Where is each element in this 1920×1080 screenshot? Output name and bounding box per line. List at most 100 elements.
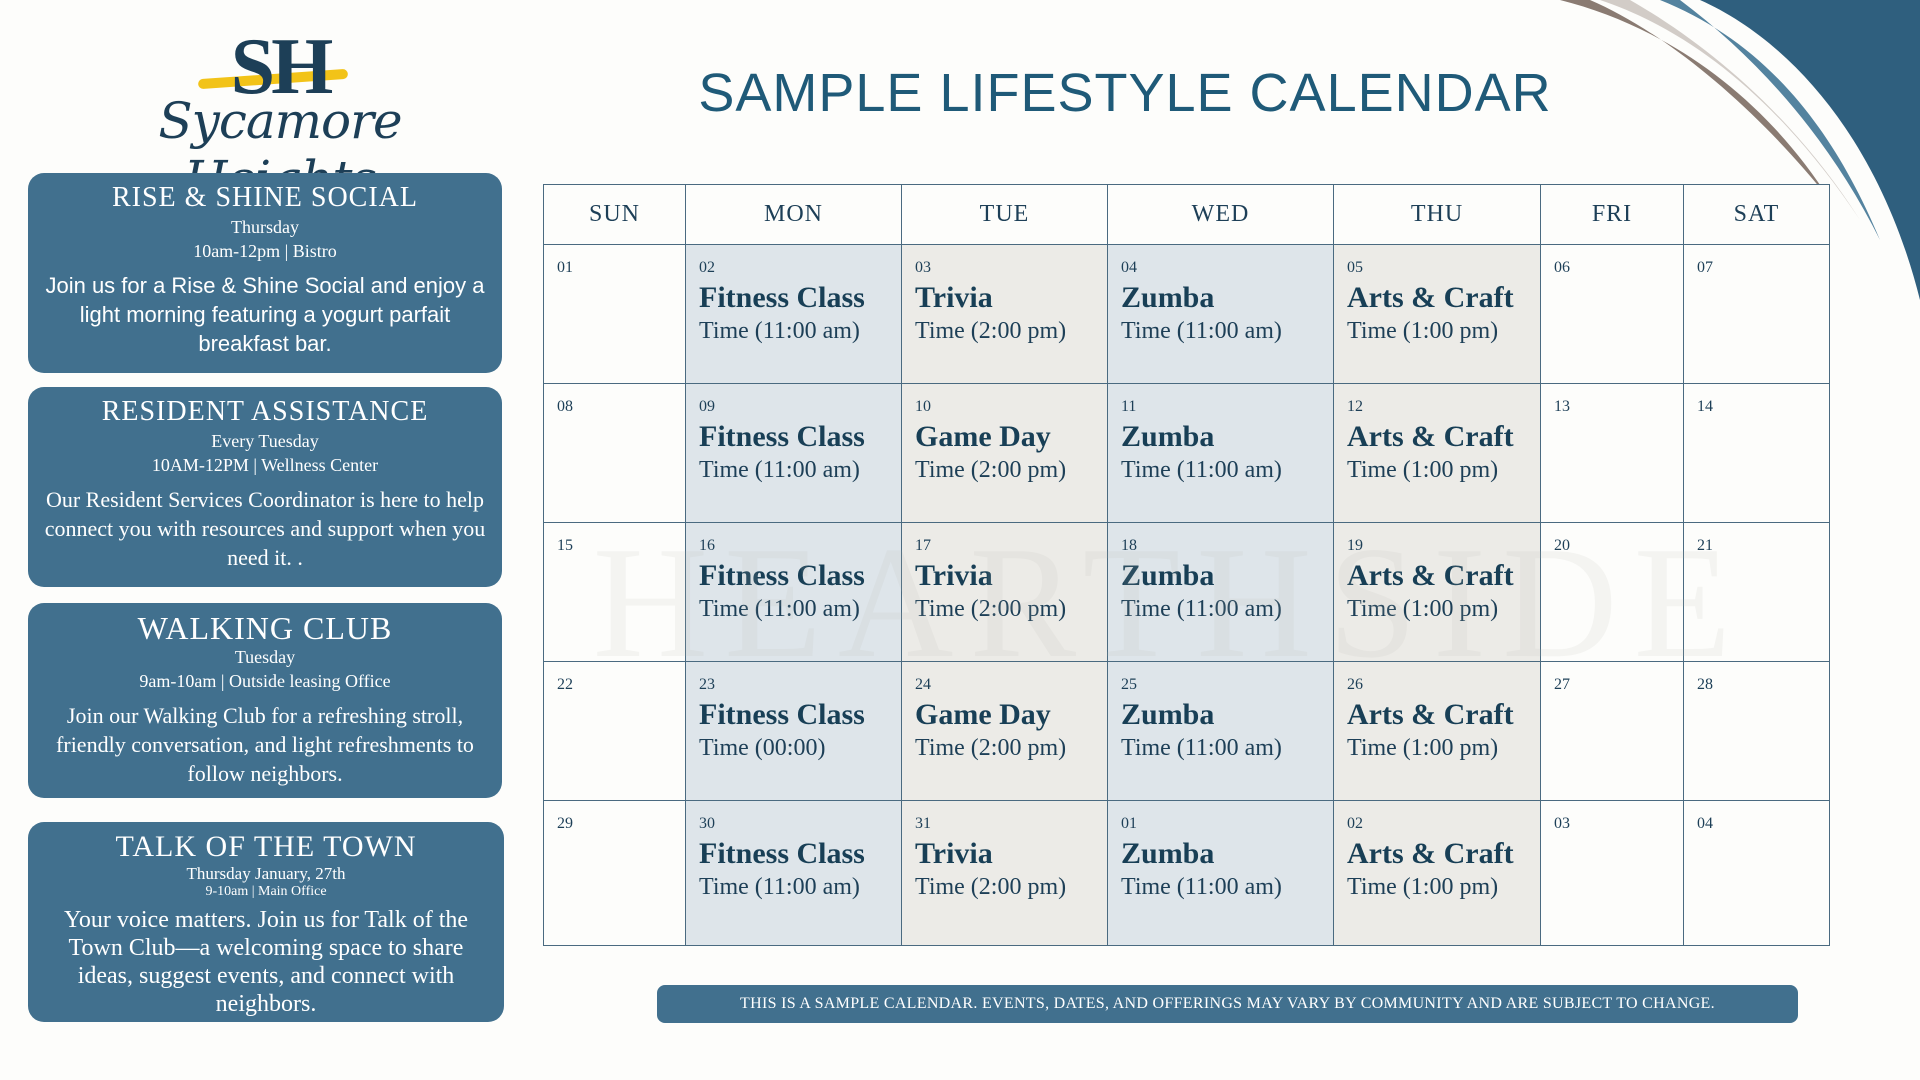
day-number: 23 [699,676,715,693]
calendar-day-cell: 30 Fitness Class Time (11:00 am) [686,801,902,946]
calendar-day-cell: 22 [544,662,686,801]
card-time-place: 9am-10am | Outside leasing Office [139,671,391,691]
event-time: Time (2:00 pm) [915,318,1067,344]
event-time: Time (11:00 am) [1121,874,1282,900]
day-header-fri: FRI [1541,185,1684,245]
card-walking-club: WALKING CLUB Tuesday 9am-10am | Outside … [28,603,502,798]
day-number: 26 [1347,676,1363,693]
day-number: 20 [1554,537,1570,554]
day-number: 10 [915,398,931,415]
event-name: Arts & Craft [1347,559,1514,592]
calendar-day-cell: 23 Fitness Class Time (00:00) [686,662,902,801]
calendar-event: Zumba Time (11:00 am) [1121,837,1282,903]
calendar-event: Arts & Craft Time (1:00 pm) [1347,698,1514,764]
calendar-day-cell: 10 Game Day Time (2:00 pm) [902,384,1108,523]
calendar-day-cell: 06 [1541,245,1684,384]
calendar-event: Fitness Class Time (11:00 am) [699,837,865,903]
event-time: Time (11:00 am) [1121,457,1282,483]
event-name: Fitness Class [699,281,865,314]
calendar-event: Zumba Time (11:00 am) [1121,281,1282,347]
day-header-mon: MON [686,185,902,245]
calendar-day-cell: 14 [1684,384,1830,523]
calendar-day-cell: 26 Arts & Craft Time (1:00 pm) [1334,662,1541,801]
card-body: Your voice matters. Join us for Talk of … [63,907,469,1017]
card-day: Thursday January, 27th [186,864,346,883]
calendar-event: Trivia Time (2:00 pm) [915,559,1066,625]
day-header-sat: SAT [1684,185,1830,245]
card-body: Our Resident Services Coordinator is her… [44,487,486,570]
card-title: RESIDENT ASSISTANCE [101,396,429,427]
event-name: Zumba [1121,559,1215,592]
card-rise-shine-social: RISE & SHINE SOCIAL Thursday 10am-12pm |… [28,173,502,373]
calendar-day-cell: 04 [1684,801,1830,946]
calendar-day-cell: 01 [544,245,686,384]
day-header-thu: THU [1334,185,1541,245]
calendar-day-cell: 08 [544,384,686,523]
card-day: Every Tuesday [211,431,319,451]
event-name: Arts & Craft [1347,837,1514,870]
day-number: 19 [1347,537,1363,554]
day-number: 03 [1554,815,1570,832]
event-time: Time (1:00 pm) [1347,735,1499,761]
event-name: Arts & Craft [1347,698,1514,731]
calendar-event: Trivia Time (2:00 pm) [915,837,1066,903]
card-title: WALKING CLUB [137,610,393,646]
calendar-event: Zumba Time (11:00 am) [1121,698,1282,764]
card-title: TALK OF THE TOWN [115,830,417,863]
event-name: Trivia [915,559,993,592]
event-name: Fitness Class [699,420,865,453]
day-number: 15 [557,537,573,554]
event-time: Time (00:00) [699,735,826,761]
event-time: Time (2:00 pm) [915,735,1067,761]
card-time-place: 9-10am | Main Office [205,884,327,899]
calendar-day-cell: 02 Fitness Class Time (11:00 am) [686,245,902,384]
day-number: 30 [699,815,715,832]
logo: SH Sycamore Heights [80,22,480,208]
day-number: 27 [1554,676,1570,693]
day-number: 17 [915,537,931,554]
calendar-day-cell: 01 Zumba Time (11:00 am) [1108,801,1334,946]
day-number: 06 [1554,259,1570,276]
event-name: Zumba [1121,837,1215,870]
event-name: Zumba [1121,281,1215,314]
event-time: Time (1:00 pm) [1347,457,1499,483]
calendar-day-cell: 03 [1541,801,1684,946]
calendar-event: Arts & Craft Time (1:00 pm) [1347,281,1514,347]
calendar-day-cell: 15 [544,523,686,662]
calendar-event: Trivia Time (2:00 pm) [915,281,1066,347]
calendar-day-cell: 09 Fitness Class Time (11:00 am) [686,384,902,523]
event-time: Time (2:00 pm) [915,596,1067,622]
event-name: Fitness Class [699,698,865,731]
calendar-day-cell: 25 Zumba Time (11:00 am) [1108,662,1334,801]
calendar-grid: SUN MON TUE WED THU FRI SAT 01 02 Fitness … [543,184,1830,946]
day-number: 25 [1121,676,1137,693]
event-time: Time (1:00 pm) [1347,318,1499,344]
calendar-day-cell: 05 Arts & Craft Time (1:00 pm) [1334,245,1541,384]
day-number: 28 [1697,676,1713,693]
day-number: 09 [699,398,715,415]
calendar-event: Fitness Class Time (00:00) [699,698,865,764]
day-number: 13 [1554,398,1570,415]
day-number: 16 [699,537,715,554]
day-number: 05 [1347,259,1363,276]
event-time: Time (11:00 am) [1121,596,1282,622]
event-name: Zumba [1121,698,1215,731]
day-number: 01 [557,259,573,276]
day-number: 04 [1697,815,1713,832]
calendar-event: Arts & Craft Time (1:00 pm) [1347,837,1514,903]
event-name: Game Day [915,420,1051,453]
day-number: 01 [1121,815,1137,832]
disclaimer-banner: THIS IS A SAMPLE CALENDAR. EVENTS, DATES… [657,985,1798,1023]
event-time: Time (11:00 am) [1121,735,1282,761]
card-time-place: 10am-12pm | Bistro [193,241,337,261]
calendar-day-cell: 17 Trivia Time (2:00 pm) [902,523,1108,662]
card-resident-assistance: RESIDENT ASSISTANCE Every Tuesday 10AM-1… [28,387,502,587]
logo-monogram: SH [230,23,334,111]
calendar-day-cell: 31 Trivia Time (2:00 pm) [902,801,1108,946]
day-number: 11 [1121,398,1137,415]
calendar-day-cell: 20 [1541,523,1684,662]
event-time: Time (11:00 am) [699,874,860,900]
day-header-tue: TUE [902,185,1108,245]
day-header-sun: SUN [544,185,686,245]
calendar-day-cell: 12 Arts & Craft Time (1:00 pm) [1334,384,1541,523]
